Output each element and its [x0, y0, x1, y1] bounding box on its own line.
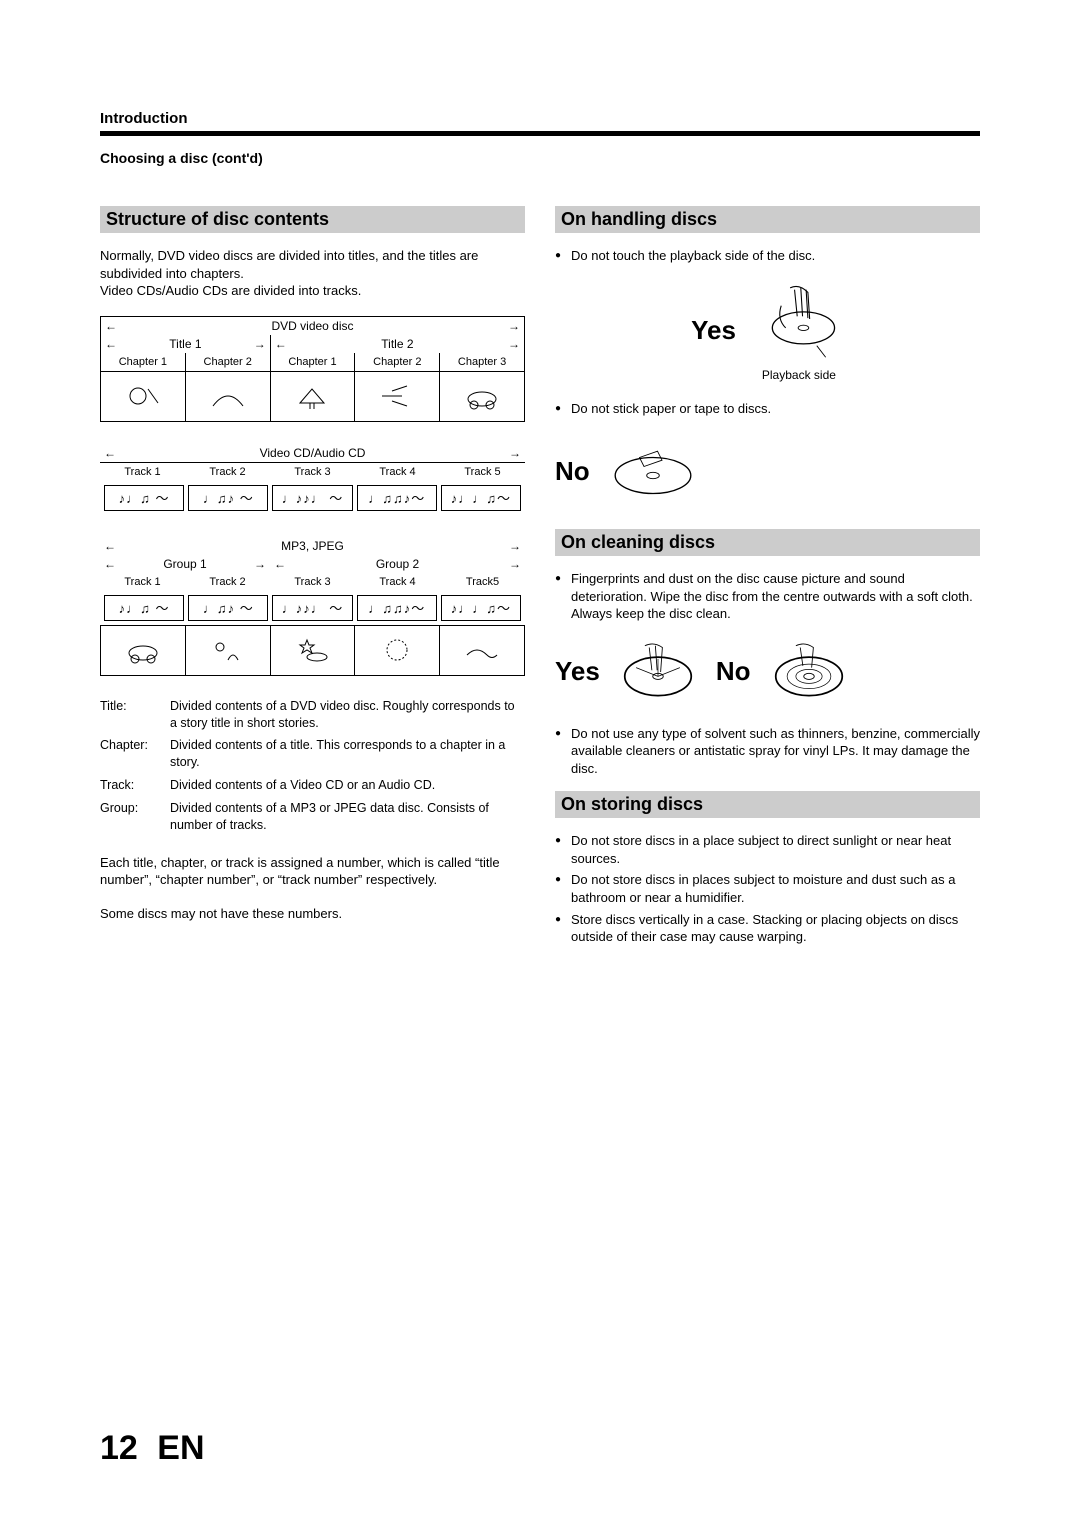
cleaning-list: Fingerprints and dust on the disc cause …: [555, 570, 980, 623]
track-cell: Track5: [440, 573, 525, 591]
definitions: Title: Divided contents of a DVD video d…: [100, 698, 525, 834]
track-box: ♩♫♪ ～: [188, 485, 268, 511]
chapter-cell: Chapter 1: [101, 353, 186, 371]
track-box: ♪♩♫ ～: [104, 485, 184, 511]
dvd-thumb: [440, 371, 524, 421]
wipe-circular-illustration: [769, 637, 849, 707]
dvd-thumb: [271, 371, 356, 421]
def-row: Chapter: Divided contents of a title. Th…: [100, 737, 525, 771]
tape-disc-illustration: [608, 431, 698, 511]
title1-label: Title 1: [101, 335, 271, 353]
wipe-radial-illustration: [618, 637, 698, 707]
jpeg-thumb: [101, 625, 186, 675]
track-box: ♩♪♪♩ ～: [272, 595, 352, 621]
structure-title: Structure of disc contents: [100, 206, 525, 233]
vcd-top-label: Video CD/Audio CD: [100, 444, 525, 462]
handling-list: Do not touch the playback side of the di…: [555, 247, 980, 265]
handling-no-row: No: [555, 431, 980, 511]
header-rule: [100, 131, 980, 136]
two-column-layout: Structure of disc contents Normally, DVD…: [100, 206, 980, 960]
yes-label: Yes: [555, 656, 600, 687]
dvd-thumb: [186, 371, 271, 421]
playback-side-caption: Playback side: [754, 368, 844, 382]
def-row: Title: Divided contents of a DVD video d…: [100, 698, 525, 732]
def-row: Track: Divided contents of a Video CD or…: [100, 777, 525, 794]
track-cell: Track 1: [100, 463, 185, 481]
handling-list2: Do not stick paper or tape to discs.: [555, 400, 980, 418]
group1-label: Group 1: [100, 555, 270, 573]
def-term: Title:: [100, 698, 170, 732]
track-cell: Track 5: [440, 463, 525, 481]
storing-list: Do not store discs in a place subject to…: [555, 832, 980, 945]
yes-label: Yes: [691, 315, 736, 346]
def-desc: Divided contents of a MP3 or JPEG data d…: [170, 800, 525, 834]
page-lang: EN: [157, 1429, 204, 1467]
track-cell: Track 4: [355, 463, 440, 481]
def-term: Group:: [100, 800, 170, 834]
def-desc: Divided contents of a DVD video disc. Ro…: [170, 698, 525, 732]
title2-label: Title 2: [271, 335, 524, 353]
vcd-diagram: Video CD/Audio CD Track 1 Track 2 Track …: [100, 444, 525, 515]
storing-item: Do not store discs in a place subject to…: [555, 832, 980, 867]
note-no-numbers: Some discs may not have these numbers.: [100, 905, 525, 923]
left-column: Structure of disc contents Normally, DVD…: [100, 206, 525, 960]
handling-yes-row: Yes Playback side: [555, 279, 980, 382]
chapter-cell: Chapter 3: [440, 353, 524, 371]
no-label: No: [716, 656, 751, 687]
jpeg-thumb: [271, 625, 356, 675]
track-cell: Track 1: [100, 573, 185, 591]
cleaning-item: Do not use any type of solvent such as t…: [555, 725, 980, 778]
def-row: Group: Divided contents of a MP3 or JPEG…: [100, 800, 525, 834]
dvd-thumb: [355, 371, 440, 421]
dvd-top-label: DVD video disc: [101, 317, 524, 335]
section-label: Introduction: [100, 110, 980, 127]
mp3-diagram: MP3, JPEG Group 1 Group 2 Track 1 Track …: [100, 537, 525, 676]
jpeg-thumb: [355, 625, 440, 675]
cleaning-item: Fingerprints and dust on the disc cause …: [555, 570, 980, 623]
chapter-cell: Chapter 2: [186, 353, 271, 371]
no-label: No: [555, 456, 590, 487]
track-box: ♪♩♩♫～: [441, 485, 521, 511]
page-number: 12: [100, 1429, 138, 1467]
dvd-diagram: DVD video disc Title 1 Title 2 Chapter 1…: [100, 316, 525, 422]
dvd-thumb: [101, 371, 186, 421]
handling-item: Do not stick paper or tape to discs.: [555, 400, 980, 418]
storing-item: Store discs vertically in a case. Stacki…: [555, 911, 980, 946]
page-header: Introduction Choosing a disc (cont'd): [100, 110, 980, 166]
chapter-cell: Chapter 1: [271, 353, 356, 371]
cleaning-list2: Do not use any type of solvent such as t…: [555, 725, 980, 778]
track-cell: Track 2: [185, 463, 270, 481]
track-cell: Track 4: [355, 573, 440, 591]
storing-item: Do not store discs in places subject to …: [555, 871, 980, 906]
structure-intro: Normally, DVD video discs are divided in…: [100, 247, 525, 300]
hand-disc-illustration: Playback side: [754, 279, 844, 382]
storing-title: On storing discs: [555, 791, 980, 818]
handling-title: On handling discs: [555, 206, 980, 233]
track-box: ♩♪♪♩ ～: [272, 485, 352, 511]
subsection-label: Choosing a disc (cont'd): [100, 150, 980, 166]
track-box: ♩♫♫♪～: [357, 595, 437, 621]
cleaning-yesno-row: Yes No: [555, 637, 980, 707]
track-box: ♩♫♫♪～: [357, 485, 437, 511]
page-footer: 12 EN: [100, 1429, 205, 1468]
mp3-top-label: MP3, JPEG: [100, 537, 525, 555]
cleaning-title: On cleaning discs: [555, 529, 980, 556]
chapter-cell: Chapter 2: [355, 353, 440, 371]
jpeg-thumb: [186, 625, 271, 675]
handling-item: Do not touch the playback side of the di…: [555, 247, 980, 265]
group2-label: Group 2: [270, 555, 525, 573]
def-term: Chapter:: [100, 737, 170, 771]
track-cell: Track 3: [270, 463, 355, 481]
track-box: ♩♫♪ ～: [188, 595, 268, 621]
def-desc: Divided contents of a Video CD or an Aud…: [170, 777, 525, 794]
track-box: ♪♩♫ ～: [104, 595, 184, 621]
def-desc: Divided contents of a title. This corres…: [170, 737, 525, 771]
right-column: On handling discs Do not touch the playb…: [555, 206, 980, 960]
jpeg-thumb: [440, 625, 524, 675]
def-term: Track:: [100, 777, 170, 794]
track-box: ♪♩♩♫～: [441, 595, 521, 621]
track-cell: Track 3: [270, 573, 355, 591]
track-cell: Track 2: [185, 573, 270, 591]
note-number-assignment: Each title, chapter, or track is assigne…: [100, 854, 525, 889]
